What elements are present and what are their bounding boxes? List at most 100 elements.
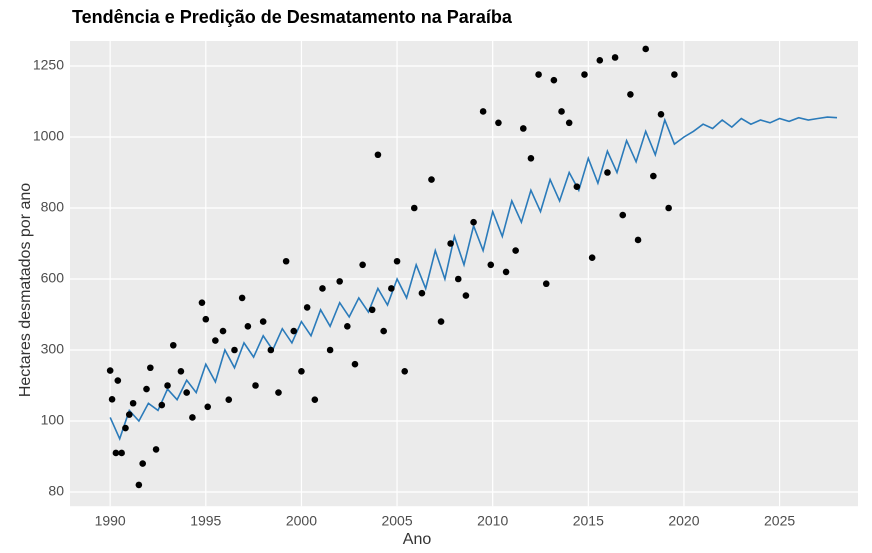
- data-point: [282, 257, 290, 265]
- data-point: [147, 364, 154, 372]
- grid: [70, 41, 858, 507]
- data-point: [202, 315, 210, 323]
- data-point: [604, 169, 611, 176]
- data-point: [290, 327, 298, 335]
- y-tick-label: 100: [41, 412, 65, 428]
- data-point: [558, 108, 565, 115]
- x-tick-label: 2015: [573, 513, 604, 529]
- data-point: [311, 396, 319, 404]
- data-point: [252, 382, 259, 389]
- data-point: [671, 71, 678, 78]
- data-point: [502, 268, 510, 276]
- data-point: [512, 247, 519, 254]
- data-point: [212, 337, 219, 344]
- data-point: [401, 368, 409, 375]
- data-point: [527, 155, 535, 162]
- data-point: [183, 389, 190, 396]
- data-point: [158, 401, 166, 409]
- x-tick-label: 2000: [286, 513, 317, 529]
- x-axis-title: Ano: [403, 531, 432, 548]
- data-point: [374, 151, 382, 159]
- data-point: [129, 399, 137, 407]
- data-point: [204, 403, 212, 411]
- data-point: [219, 327, 227, 335]
- data-point: [298, 368, 305, 375]
- data-point: [393, 257, 401, 265]
- x-tick-label: 1990: [95, 513, 126, 529]
- data-point: [238, 294, 246, 302]
- data-point: [106, 367, 114, 374]
- data-point: [275, 389, 282, 396]
- data-point: [665, 204, 672, 212]
- x-tick-label: 2005: [381, 513, 412, 529]
- data-point: [588, 254, 596, 261]
- data-point: [359, 261, 366, 269]
- data-point: [418, 289, 426, 297]
- data-point: [267, 346, 275, 354]
- data-point: [470, 218, 477, 226]
- data-point: [225, 396, 233, 404]
- data-point: [542, 280, 550, 288]
- data-point: [380, 327, 387, 335]
- data-point: [152, 446, 160, 453]
- data-point: [565, 119, 573, 127]
- data-point: [581, 71, 588, 78]
- data-point: [351, 360, 359, 368]
- data-point: [596, 57, 604, 64]
- data-point: [611, 54, 619, 61]
- marks: [106, 45, 838, 489]
- data-point: [454, 275, 462, 283]
- data-point: [627, 91, 634, 98]
- x-tick-label: 2010: [477, 513, 508, 529]
- data-point: [108, 396, 116, 403]
- y-tick-label: 80: [48, 483, 64, 499]
- data-point: [487, 261, 495, 269]
- data-point: [657, 110, 665, 118]
- x-tick-label: 2025: [764, 513, 795, 529]
- y-tick-label: 1250: [33, 57, 64, 73]
- data-point: [462, 292, 470, 299]
- data-point: [122, 424, 129, 432]
- data-point: [143, 385, 150, 393]
- data-point: [135, 481, 143, 489]
- y-tick-label: 800: [41, 199, 65, 215]
- data-point: [437, 318, 445, 325]
- data-point: [479, 108, 487, 115]
- data-point: [259, 318, 267, 325]
- y-axis-title: Hectares desmatados por ano: [17, 183, 34, 397]
- data-point: [336, 278, 343, 285]
- x-tick-label: 1995: [190, 513, 221, 529]
- data-point: [177, 368, 185, 375]
- data-point: [189, 414, 196, 421]
- data-point: [114, 377, 122, 384]
- data-point: [550, 76, 558, 84]
- data-point: [344, 323, 351, 330]
- data-point: [650, 172, 657, 180]
- data-point: [388, 285, 395, 292]
- data-point: [619, 211, 627, 219]
- y-tick-label: 600: [41, 270, 65, 286]
- data-point: [112, 449, 120, 457]
- x-tick-label: 2020: [668, 513, 699, 529]
- data-point: [495, 119, 502, 127]
- data-point: [447, 240, 454, 247]
- data-point: [428, 176, 435, 183]
- data-point: [139, 460, 146, 467]
- y-tick-label: 300: [41, 341, 65, 357]
- data-point: [410, 204, 418, 212]
- chart-title: Tendência e Predição de Desmatamento na …: [72, 7, 513, 27]
- data-point: [519, 125, 527, 132]
- data-point: [244, 323, 252, 330]
- data-point: [198, 299, 206, 306]
- data-point: [118, 449, 125, 457]
- trend-line: [109, 116, 838, 441]
- data-point: [634, 236, 642, 244]
- data-point: [319, 285, 326, 292]
- data-point: [169, 341, 177, 349]
- data-point: [326, 346, 334, 354]
- plot-panel: [70, 41, 858, 507]
- data-point: [573, 183, 581, 190]
- data-point: [642, 45, 649, 53]
- data-point: [164, 382, 171, 389]
